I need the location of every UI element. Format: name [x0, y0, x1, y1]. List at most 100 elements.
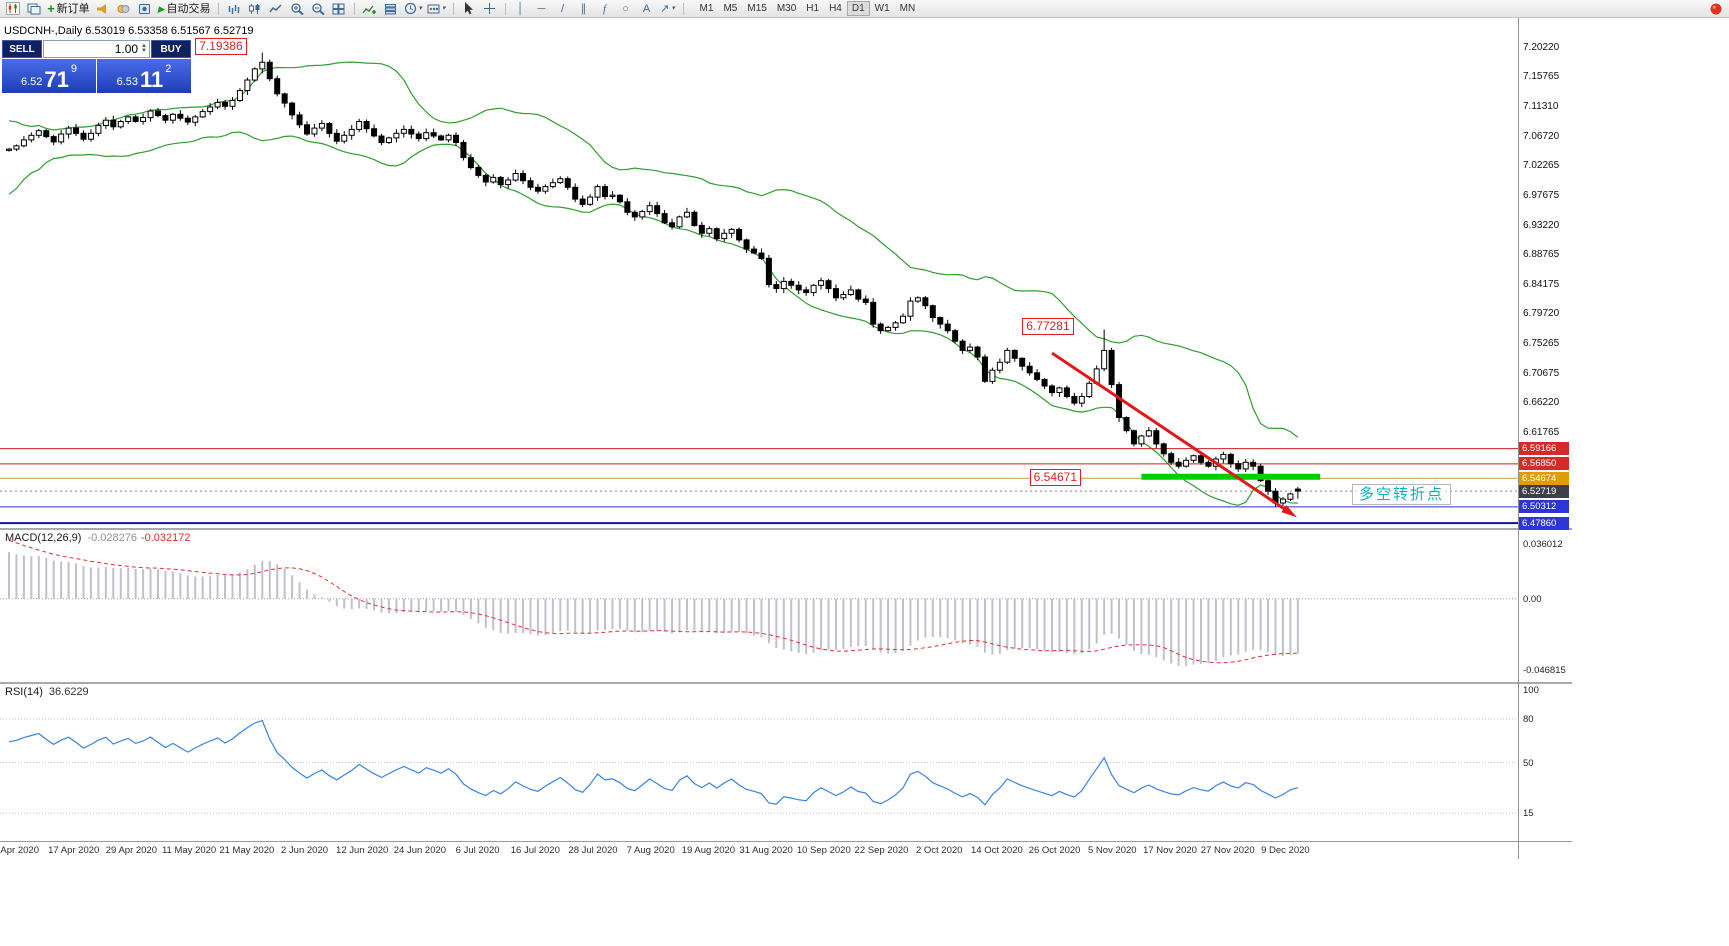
price-annotation[interactable]: 7.19386 — [195, 38, 247, 55]
rsi-pane-canvas[interactable] — [0, 684, 1518, 841]
price-annotation[interactable]: 6.77281 — [1022, 318, 1074, 336]
date-tick: 17 Nov 2020 — [1143, 845, 1197, 856]
chevron-down-icon: ▾ — [671, 4, 675, 12]
volume-field[interactable]: 1.00 ▲ ▼ — [43, 40, 150, 58]
arrows-tool-button[interactable]: ↗ ▾ — [660, 2, 675, 15]
line-chart-type-button[interactable] — [266, 1, 286, 17]
price-level-badge: 6.50312 — [1519, 500, 1569, 514]
horizontal-line-tool-button[interactable]: ─ — [537, 2, 546, 15]
macd-signal-value: -0.032172 — [140, 532, 191, 544]
timeframe-button-h4[interactable]: H4 — [829, 3, 842, 14]
date-tick: 5 Nov 2020 — [1088, 845, 1137, 856]
date-tick: 17 Apr 2020 — [48, 845, 100, 856]
pane-separator[interactable] — [0, 528, 1572, 530]
timeframe-button-mn[interactable]: MN — [899, 3, 916, 14]
price-tick: 7.20220 — [1523, 42, 1560, 53]
date-tick: 6 Jul 2020 — [455, 845, 500, 856]
main-toolbar: + 新订单 ▶ 自动交易 ▾ ▾ │ ─ / ∥ f ○ A ↗ ▾ M1 M5 M15 M… — [0, 0, 1729, 18]
price-annotation[interactable]: 6.54671 — [1029, 469, 1082, 487]
price-tick: 6.75265 — [1523, 337, 1560, 349]
timeframe-button-w1[interactable]: W1 — [874, 3, 890, 14]
cursor-button[interactable] — [459, 1, 479, 17]
sell-price-box[interactable]: 6.52 71 9 — [2, 59, 96, 93]
one-click-trading-panel: SELL 1.00 ▲ ▼ BUY 6.52 71 9 6.53 11 2 — [2, 40, 191, 93]
zoom-in-button[interactable] — [287, 1, 307, 17]
date-tick: 28 Jul 2020 — [568, 845, 618, 856]
buy-price-box[interactable]: 6.53 11 2 — [97, 59, 191, 93]
chart-profiles-button[interactable] — [24, 1, 44, 17]
price-tick: 7.02265 — [1523, 160, 1560, 172]
rsi-name: RSI(14) — [5, 686, 43, 698]
macd-scale-tick: -0.046815 — [1523, 665, 1566, 676]
fibonacci-tool-button[interactable]: f — [595, 1, 615, 17]
sell-price-prefix: 6.52 — [20, 76, 43, 88]
indicator-list-button[interactable] — [381, 1, 401, 17]
sell-button[interactable]: SELL — [2, 40, 42, 58]
trendline-tool-button[interactable]: / — [561, 2, 565, 15]
new-chart-button[interactable] — [3, 1, 23, 17]
volume-spinner[interactable]: ▲ ▼ — [141, 43, 147, 54]
pane-separator[interactable] — [0, 682, 1572, 684]
price-tick: 6.93220 — [1523, 219, 1560, 231]
notification-icon[interactable] — [1706, 1, 1726, 17]
price-tick: 6.66220 — [1523, 397, 1560, 409]
price-tick: 7.15765 — [1523, 71, 1560, 83]
timeframe-button-m5[interactable]: M5 — [723, 3, 738, 14]
price-tick: 7.11310 — [1523, 100, 1559, 112]
timeframe-button-h1[interactable]: H1 — [806, 3, 820, 14]
date-tick: 12 Jun 2020 — [336, 845, 389, 856]
timeframe-button-m1[interactable]: M1 — [699, 3, 714, 14]
price-tick: 6.88765 — [1523, 248, 1560, 260]
templates-button[interactable]: ▾ — [425, 1, 448, 17]
sell-price-pip: 9 — [70, 63, 78, 75]
volume-down-arrow[interactable]: ▼ — [141, 48, 147, 54]
plus-icon: + — [47, 1, 55, 16]
date-tick: 11 May 2020 — [161, 845, 217, 856]
rsi-scale-tick: 50 — [1523, 757, 1534, 769]
indicators-button[interactable] — [360, 1, 380, 17]
new-order-button[interactable]: + 新订单 — [47, 1, 90, 16]
bar-chart-type-button[interactable] — [224, 1, 244, 17]
zoom-out-icon — [311, 3, 325, 15]
date-tick: 9 Apr 2020 — [0, 845, 39, 856]
date-tick: 26 Oct 2020 — [1028, 845, 1081, 856]
turning-point-note[interactable]: 多空转折点 — [1352, 484, 1452, 505]
zoom-out-button[interactable] — [308, 1, 328, 17]
fibonacci-icon: f — [603, 2, 607, 15]
macd-label: MACD(12,26,9) -0.028276 -0.032172 — [5, 532, 191, 544]
timeframe-button-m30[interactable]: M30 — [776, 3, 797, 14]
shapes-tool-button[interactable]: ○ — [622, 2, 629, 15]
date-tick: 16 Jul 2020 — [510, 845, 560, 856]
price-tick: 6.84175 — [1523, 279, 1560, 291]
volume-up-arrow[interactable]: ▲ — [141, 43, 147, 49]
date-tick: 19 Aug 2020 — [681, 845, 736, 856]
text-tool-button[interactable]: A — [642, 2, 651, 15]
vertical-line-tool-button[interactable]: │ — [517, 2, 524, 15]
chart-window: USDCNH-,Daily 6.53019 6.53358 6.51567 6.… — [0, 18, 1729, 946]
tile-windows-button[interactable] — [329, 1, 349, 17]
price-chart-canvas[interactable] — [0, 18, 1518, 528]
layers-icon — [385, 3, 397, 14]
timeframe-button-d1[interactable]: D1 — [846, 1, 870, 16]
timeframe-button-m15[interactable]: M15 — [747, 3, 767, 14]
date-tick: 9 Dec 2020 — [1261, 845, 1310, 856]
navigator-button[interactable] — [135, 1, 155, 17]
market-watch-button[interactable] — [114, 1, 134, 17]
clock-icon — [404, 2, 416, 15]
periods-button[interactable]: ▾ — [402, 1, 425, 17]
line-chart-icon — [269, 3, 282, 12]
channel-tool-button[interactable]: ∥ — [580, 2, 587, 15]
autotrading-button[interactable]: ▶ 自动交易 — [157, 2, 211, 15]
price-tick: 6.79720 — [1523, 308, 1560, 320]
play-icon: ▶ — [157, 3, 165, 14]
price-scale-border — [1518, 18, 1519, 859]
time-axis-separator — [0, 841, 1572, 842]
alerts-button[interactable] — [93, 1, 113, 17]
tile-windows-icon — [332, 3, 345, 14]
candlestick-chart-type-button[interactable] — [245, 1, 265, 17]
price-tick: 6.97675 — [1523, 190, 1560, 202]
crosshair-button[interactable] — [480, 1, 500, 17]
buy-button[interactable]: BUY — [151, 40, 191, 58]
navigator-icon — [139, 3, 151, 14]
macd-pane-canvas[interactable] — [0, 530, 1518, 682]
